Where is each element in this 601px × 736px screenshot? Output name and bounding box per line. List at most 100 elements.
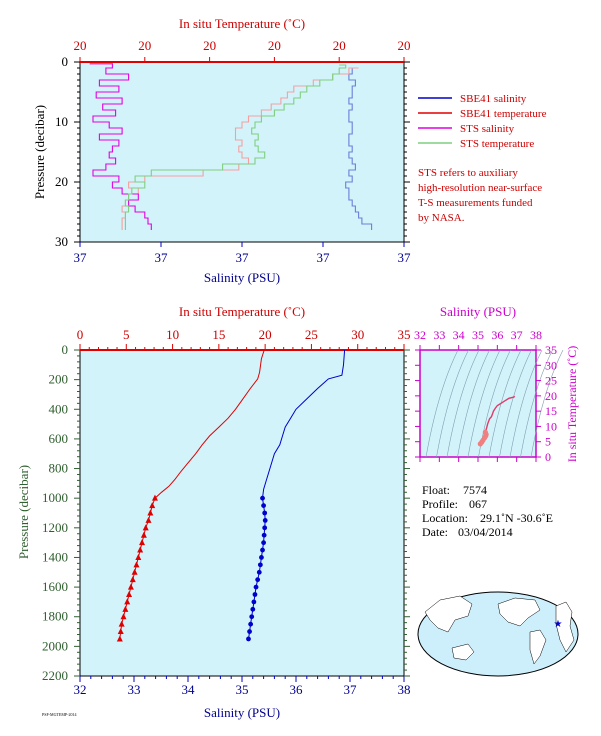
ts-point <box>482 429 488 435</box>
main-panel-bottom-tick-label: 34 <box>182 682 196 697</box>
top-panel-y-tick-label: 20 <box>55 174 68 189</box>
temperature-point <box>126 591 133 597</box>
date-value: 03/04/2014 <box>458 525 513 539</box>
salinity-point <box>261 540 266 546</box>
main-panel-bottom-tick-label: 38 <box>398 682 411 697</box>
temperature-point <box>142 524 149 531</box>
salinity-point <box>249 614 255 620</box>
main-panel-top-tick-label: 20 <box>259 327 272 342</box>
top-panel-legend: SBE41 salinity SBE41 temperature STS sal… <box>418 93 547 150</box>
main-panel-bottom-tick-label: 35 <box>236 682 249 697</box>
legend-label-sts-temperature: STS temperature <box>460 138 534 150</box>
continent-africa-europe <box>555 601 575 653</box>
salinity-point <box>259 555 264 560</box>
ts-top-tick-label: 36 <box>491 328 503 342</box>
top-panel-top-tick-label: 20 <box>333 38 346 53</box>
temperature-point <box>129 576 136 583</box>
ts-top-tick-label: 38 <box>530 328 542 342</box>
legend-label-sbe41-temperature: SBE41 temperature <box>460 108 547 120</box>
top-panel-top-tick-label: 20 <box>138 38 151 53</box>
salinity-point <box>251 599 257 605</box>
main-panel-y-tick-label: 200 <box>49 372 69 387</box>
ts-right-tick-label: 30 <box>545 358 557 372</box>
density-contour <box>520 349 553 458</box>
top-panel-ticks: 20 20 20 20 20 20 37 37 37 37 37 0 10 20 30 <box>55 38 411 265</box>
salinity-point <box>261 532 267 538</box>
salinity-point <box>260 547 265 553</box>
density-contour <box>436 349 469 458</box>
main-panel-series <box>116 349 346 642</box>
main-panel-top-tick-label: 0 <box>77 327 84 342</box>
salinity-point <box>253 584 259 590</box>
series-line-sbe41-salinity <box>345 67 373 230</box>
ts-right-tick-label: 35 <box>545 343 557 357</box>
top-panel-series <box>89 63 373 230</box>
ts-panel-series <box>477 395 516 447</box>
location-label: Location: <box>422 511 468 525</box>
main-panel-y-tick-label: 1800 <box>42 609 68 624</box>
ts-right-tick-label: 0 <box>545 450 551 464</box>
main-panel-y-tick-label: 1200 <box>42 520 68 535</box>
top-panel-y-tick-label: 10 <box>55 114 68 129</box>
series-line-sts-salinity <box>89 63 152 230</box>
top-panel-top-tick-label: 20 <box>74 38 87 53</box>
float-info: Float: 7574 Profile: 067 Location: 29.1˚… <box>422 483 553 539</box>
temperature-point <box>116 635 123 642</box>
temperature-point <box>120 613 127 620</box>
temperature-point <box>149 502 156 509</box>
temperature-point <box>118 620 125 627</box>
top-panel-top-tick-label: 20 <box>398 38 411 53</box>
main-panel-y-tick-label: 800 <box>49 461 69 476</box>
ts-right-tick-label: 25 <box>545 374 557 388</box>
float-value: 7574 <box>463 483 487 497</box>
temperature-point <box>133 561 140 568</box>
top-panel-bottom-tick-label: 37 <box>236 250 250 265</box>
main-panel-bottom-tick-label: 33 <box>128 682 141 697</box>
temperature-point <box>145 516 152 523</box>
top-panel-bottom-tick-label: 37 <box>398 250 412 265</box>
top-panel-bottom-tick-label: 37 <box>317 250 331 265</box>
ts-top-tick-label: 32 <box>414 328 426 342</box>
top-panel-top-tick-label: 20 <box>203 38 216 53</box>
sts-note: STS refers to auxiliary high-resolution … <box>418 167 542 224</box>
salinity-point <box>260 495 265 501</box>
continent-asia <box>424 595 473 633</box>
main-panel-ticks: 0 5 10 15 20 25 30 35 32 33 34 35 36 37 38 0 200 400 600 80… <box>42 327 411 697</box>
main-panel-y-tick-label: 400 <box>49 401 69 416</box>
series-line-sts-temperature <box>124 64 347 230</box>
main-panel-bottom-tick-label: 36 <box>290 682 304 697</box>
ts-panel-right-axis-title: In situ Temperature (˚C) <box>565 346 579 463</box>
main-panel-top-tick-label: 10 <box>166 327 179 342</box>
main-panel-y-tick-label: 1600 <box>42 579 68 594</box>
top-panel-y-tick-label: 0 <box>62 54 69 69</box>
temperature-point <box>122 605 129 612</box>
sts-note-line-1: STS refers to auxiliary <box>418 167 518 179</box>
ts-right-tick-label: 20 <box>545 389 557 403</box>
ts-top-tick-label: 33 <box>433 328 445 342</box>
main-panel-y-tick-label: 1400 <box>42 549 68 564</box>
sts-note-line-2: high-resolution near-surface <box>418 182 542 194</box>
sts-note-line-4: by NASA. <box>418 212 465 224</box>
top-panel: 20 20 20 20 20 20 37 37 37 37 37 0 10 20 30 In situ Te… <box>32 16 547 285</box>
main-panel-bottom-axis-title: Salinity (PSU) <box>204 705 280 720</box>
temperature-point <box>131 568 138 575</box>
salinity-point <box>262 510 268 516</box>
main-panel-top-tick-label: 15 <box>212 327 225 342</box>
profile-value: 067 <box>469 497 487 511</box>
top-panel-bottom-tick-label: 37 <box>155 250 169 265</box>
temperature-point <box>151 494 158 501</box>
float-label: Float: <box>422 483 450 497</box>
main-panel-bottom-tick-label: 37 <box>344 682 358 697</box>
main-panel-y-axis-title: Pressure (decibar) <box>16 465 31 559</box>
sts-note-line-3: T-S measurements funded <box>418 197 533 209</box>
main-panel-background <box>79 349 405 677</box>
main-panel-y-tick-label: 600 <box>49 431 69 446</box>
main-panel-y-tick-label: 2200 <box>42 668 68 683</box>
top-panel-bottom-tick-label: 37 <box>74 250 88 265</box>
salinity-point <box>256 569 262 575</box>
temperature-point <box>135 553 142 560</box>
density-contour <box>530 349 564 458</box>
main-panel-bottom-tick-label: 32 <box>74 682 87 697</box>
